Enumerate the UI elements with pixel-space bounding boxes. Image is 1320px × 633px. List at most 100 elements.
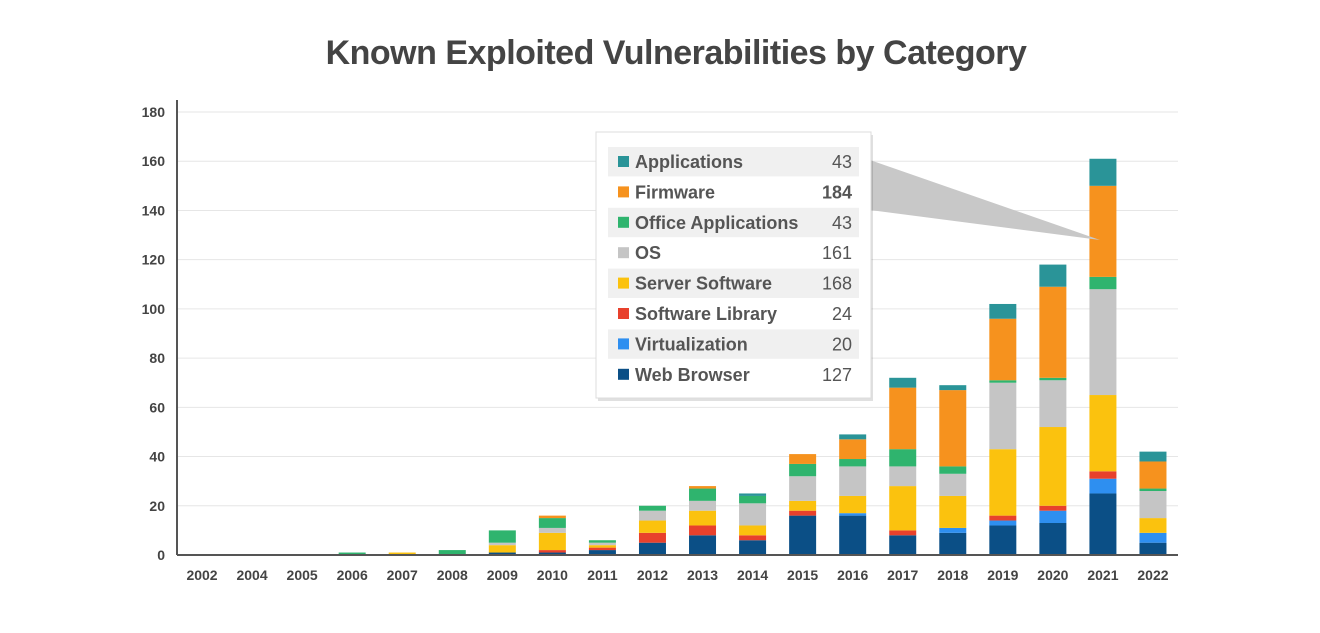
bar-stack-2021 xyxy=(1089,158,1117,555)
bar-segment xyxy=(839,439,867,460)
legend-swatch xyxy=(618,156,629,167)
legend-callout-pointer xyxy=(870,160,1100,240)
bar-segment xyxy=(889,486,917,531)
bar-stack-2017 xyxy=(889,377,917,555)
legend-total: 127 xyxy=(822,365,852,385)
bar-stack-2018 xyxy=(939,385,967,555)
bar-stack-2015 xyxy=(789,454,817,555)
bar-segment xyxy=(839,434,867,440)
y-tick-label: 60 xyxy=(149,399,165,415)
x-tick-label: 2013 xyxy=(687,567,718,583)
bar-segment xyxy=(1089,158,1117,186)
bar-segment xyxy=(1039,427,1067,506)
bars xyxy=(338,158,1167,555)
bar-segment xyxy=(839,466,867,496)
x-tick-label: 2022 xyxy=(1137,567,1168,583)
bar-segment xyxy=(588,540,616,543)
bar-segment xyxy=(789,500,817,511)
bar-segment xyxy=(338,552,366,555)
y-tick-label: 140 xyxy=(142,202,166,218)
bar-segment xyxy=(1089,276,1117,290)
bar-segment xyxy=(538,532,566,551)
bar-segment xyxy=(939,527,967,533)
x-tick-label: 2011 xyxy=(587,567,618,583)
y-tick-label: 120 xyxy=(142,252,166,268)
bar-segment xyxy=(789,515,817,555)
bar-segment xyxy=(1039,380,1067,428)
bar-segment xyxy=(939,532,967,555)
bar-segment xyxy=(1039,523,1067,555)
legend-label: Software Library xyxy=(635,304,777,324)
legend-swatch xyxy=(618,368,629,380)
x-axis-ticks: 2002 2004 2005 2006 2007 2008 2009 2010 2011 2012… xyxy=(186,567,1168,583)
legend-swatch xyxy=(618,186,629,198)
bar-segment xyxy=(689,525,717,536)
legend-total: 184 xyxy=(822,182,852,202)
bar-stack-2009 xyxy=(488,530,516,555)
bar-segment xyxy=(388,552,416,555)
bar-stack-2019 xyxy=(989,303,1017,555)
bar-stack-2008 xyxy=(438,550,466,555)
bar-segment xyxy=(889,377,917,388)
bar-segment xyxy=(1139,532,1167,543)
bar-segment xyxy=(939,473,967,496)
bar-stack-2016 xyxy=(839,434,867,555)
bar-stack-2020 xyxy=(1039,264,1067,555)
bar-segment xyxy=(989,303,1017,319)
bar-segment xyxy=(588,542,616,546)
bar-segment xyxy=(488,545,516,553)
x-tick-label: 2007 xyxy=(387,567,418,583)
bar-segment xyxy=(588,545,616,548)
y-tick-label: 0 xyxy=(157,547,165,563)
bar-segment xyxy=(488,542,516,546)
bar-segment xyxy=(1089,185,1117,277)
x-tick-label: 2010 xyxy=(537,567,568,583)
bar-segment xyxy=(839,459,867,467)
bar-segment xyxy=(638,510,666,521)
bar-segment xyxy=(438,550,466,555)
legend-total: 20 xyxy=(832,334,852,354)
chart-title: Known Exploited Vulnerabilities by Categ… xyxy=(325,34,1027,72)
bar-segment xyxy=(1139,542,1167,555)
legend-total: 43 xyxy=(832,152,852,172)
x-tick-label: 2008 xyxy=(437,567,468,583)
bar-segment xyxy=(1139,491,1167,519)
bar-segment xyxy=(638,505,666,511)
bar-segment xyxy=(1089,478,1117,494)
legend-row-bg xyxy=(608,207,859,238)
bar-segment xyxy=(889,535,917,555)
bar-segment xyxy=(1089,471,1117,479)
bar-segment xyxy=(939,466,967,474)
bar-segment xyxy=(538,518,566,528)
bar-segment xyxy=(1039,264,1067,287)
bar-segment xyxy=(538,552,566,555)
bar-segment xyxy=(689,500,717,511)
bar-segment xyxy=(939,495,967,528)
x-tick-label: 2014 xyxy=(737,567,768,583)
x-tick-label: 2006 xyxy=(337,567,368,583)
bar-segment xyxy=(839,495,867,514)
bar-segment xyxy=(989,382,1017,450)
bar-segment xyxy=(1039,286,1067,378)
bar-segment xyxy=(1039,505,1067,511)
legend-swatch xyxy=(618,247,629,259)
bar-stack-2013 xyxy=(689,486,717,555)
bar-segment xyxy=(538,527,566,533)
bar-segment xyxy=(488,530,516,543)
x-tick-label: 2021 xyxy=(1087,567,1118,583)
legend-swatch xyxy=(618,308,629,319)
legend-row-bg xyxy=(608,329,859,359)
legend-total: 43 xyxy=(832,213,852,233)
bar-segment xyxy=(538,515,566,519)
bar-segment xyxy=(1089,493,1117,555)
y-tick-label: 20 xyxy=(149,498,165,514)
bar-segment xyxy=(1039,377,1067,381)
legend-total: 161 xyxy=(822,243,852,263)
legend-swatch xyxy=(618,216,629,228)
bar-stack-2006 xyxy=(338,552,366,555)
y-tick-label: 160 xyxy=(142,153,166,169)
bar-segment xyxy=(939,390,967,467)
bar-segment xyxy=(989,318,1017,381)
x-tick-label: 2002 xyxy=(186,567,217,583)
bar-segment xyxy=(1139,488,1167,492)
